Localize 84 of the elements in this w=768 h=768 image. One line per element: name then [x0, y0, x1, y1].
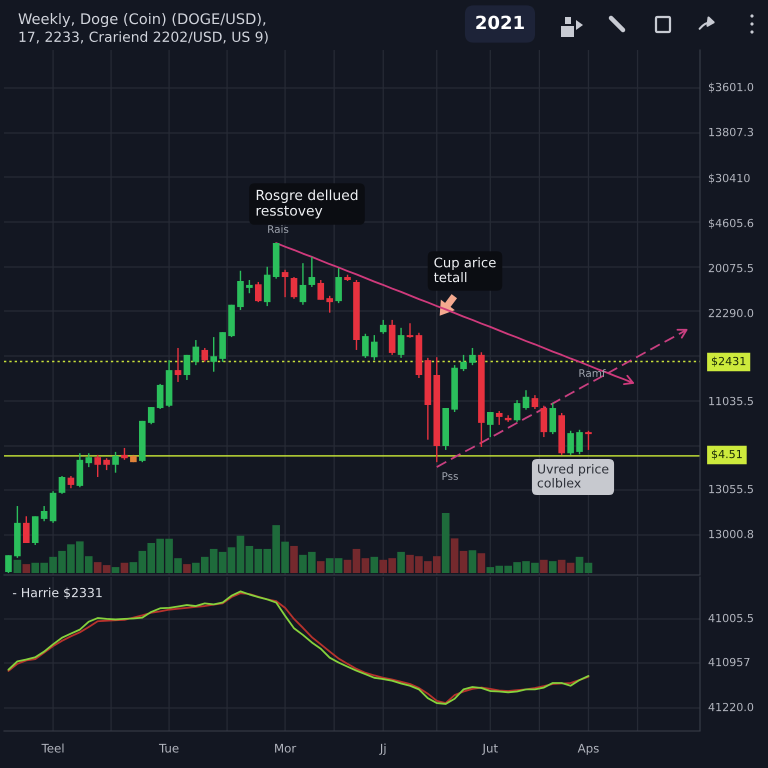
candlestick — [282, 269, 288, 298]
candlestick — [40, 505, 48, 522]
bar — [112, 567, 120, 574]
candlestick — [460, 354, 467, 372]
x-tick-label: Teel — [42, 744, 64, 753]
candlestick — [469, 347, 476, 366]
bar — [442, 512, 450, 574]
candlestick — [406, 322, 414, 338]
bar — [548, 561, 557, 574]
annotation: Uvred price colblex — [538, 464, 608, 488]
candlestick — [68, 475, 74, 489]
candlestick — [112, 451, 119, 474]
text: Rais — [268, 224, 288, 234]
x-tick-label: Jj — [379, 744, 386, 755]
bar — [370, 556, 378, 574]
bar — [397, 552, 405, 574]
candlestick — [210, 336, 217, 372]
x-tick-label: Aps — [578, 744, 599, 755]
text: $4.51 — [712, 450, 742, 460]
annotation: Cup arice tetall — [434, 257, 496, 282]
bar — [540, 560, 548, 574]
candlestick — [184, 354, 190, 381]
text: 11035.5 — [709, 396, 753, 406]
x-tick-label: Tue — [158, 744, 179, 753]
candlestick — [522, 390, 530, 410]
chart-title: - Harrie $2331 — [12, 588, 102, 599]
candlestick — [156, 383, 164, 410]
text: 13000.8 — [709, 530, 754, 538]
bar — [478, 553, 486, 574]
text: 22290.0 — [708, 308, 754, 318]
candlestick — [487, 411, 494, 438]
text: $4605.6 — [708, 218, 754, 229]
candlestick — [317, 279, 324, 300]
bar — [468, 550, 476, 574]
text: $3601.0 — [708, 82, 754, 93]
candlestick — [362, 333, 369, 359]
text: 13055.5 — [709, 484, 753, 494]
candlestick — [308, 256, 316, 288]
candlestick — [246, 279, 253, 294]
text: 41220.0 — [708, 702, 754, 712]
candlestick — [5, 554, 12, 574]
candlestick — [192, 339, 200, 366]
text: 20075.5 — [708, 264, 753, 272]
candlestick — [23, 516, 30, 544]
candlestick — [255, 281, 262, 303]
candlestick — [103, 457, 110, 471]
bar — [316, 561, 325, 574]
annotation: Ramf — [579, 368, 606, 378]
candlestick — [496, 410, 503, 426]
annotation: Pss — [442, 472, 458, 480]
candlestick — [121, 447, 128, 461]
candlestick — [148, 406, 155, 425]
candlestick — [567, 430, 574, 456]
text: $2431 — [712, 356, 746, 367]
text: 2021 — [476, 16, 524, 30]
candlestick — [398, 327, 404, 359]
candlestick — [585, 430, 592, 451]
bar — [14, 560, 22, 574]
candlestick — [371, 334, 378, 361]
candlestick — [532, 394, 538, 410]
candlestick — [94, 454, 101, 478]
chart-subtitle: 17, 2233, Crariend 2202/USD, US 9) — [20, 31, 268, 44]
candlestick — [201, 347, 208, 363]
bar — [290, 546, 298, 574]
bar — [22, 564, 30, 574]
candlestick — [380, 319, 387, 334]
x-tick-label: Mor — [275, 744, 296, 753]
candlestick — [58, 475, 66, 495]
candlestick — [514, 399, 520, 423]
text: $30410 — [708, 174, 750, 184]
chart-title: Weekly, Doge (Coin) (DOGE/USD), — [18, 12, 266, 28]
candlestick — [326, 295, 333, 314]
text: 13807.3 — [709, 128, 754, 136]
text: 410957 — [708, 658, 750, 666]
candlestick — [290, 276, 298, 300]
bar — [183, 564, 191, 574]
candlestick — [576, 429, 583, 455]
candlestick — [300, 262, 306, 306]
x-tick-label: Jut — [482, 744, 498, 755]
candlestick — [174, 347, 182, 383]
text: 41005.5 — [708, 614, 753, 622]
candlestick — [85, 452, 92, 468]
bar — [120, 562, 128, 574]
text: Rosgre dellued resstovey — [256, 190, 358, 218]
